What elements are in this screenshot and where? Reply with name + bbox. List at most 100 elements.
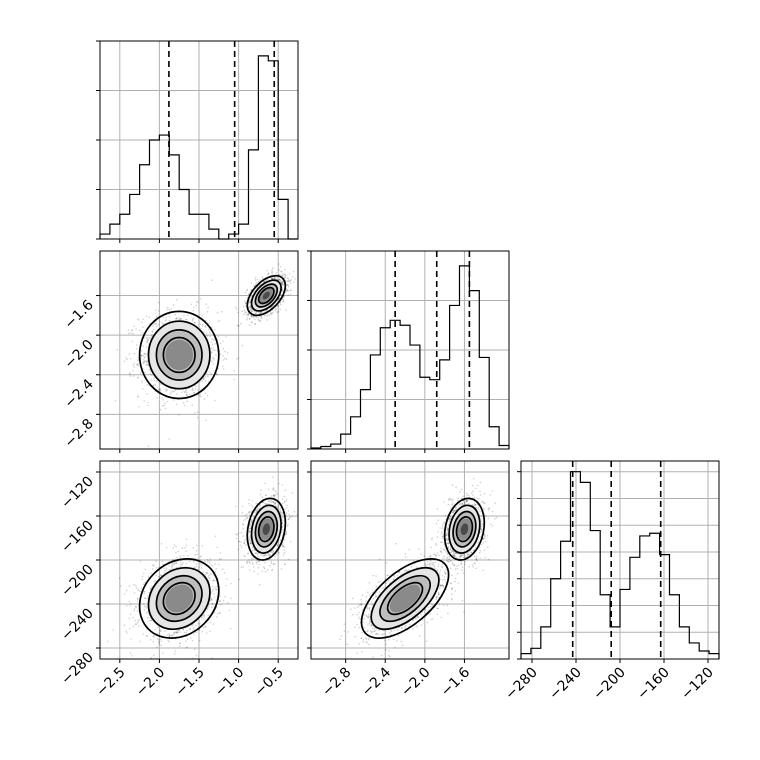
scatter-point xyxy=(269,311,272,313)
scatter-point xyxy=(201,315,204,317)
scatter-point xyxy=(159,388,162,390)
scatter-point xyxy=(148,591,150,594)
scatter-point xyxy=(192,392,195,394)
scatter-point xyxy=(266,569,269,571)
scatter-point xyxy=(166,634,169,636)
scatter-point xyxy=(259,312,261,315)
scatter-point xyxy=(142,359,145,361)
scatter-point xyxy=(147,343,150,345)
scatter-point xyxy=(192,389,194,392)
scatter-point xyxy=(197,623,200,625)
scatter-point xyxy=(237,311,239,314)
scatter-point xyxy=(261,496,264,498)
scatter-point xyxy=(248,307,251,310)
scatter-point xyxy=(259,320,261,323)
scatter-point xyxy=(271,271,273,274)
scatter-point xyxy=(243,309,245,312)
scatter-point xyxy=(137,625,140,627)
scatter-point xyxy=(180,564,182,566)
density-core xyxy=(165,339,194,371)
scatter-point xyxy=(174,631,176,634)
scatter-point xyxy=(209,371,211,374)
scatter-point xyxy=(137,377,139,380)
scatter-point xyxy=(210,351,213,354)
scatter-point xyxy=(185,389,187,391)
scatter-point xyxy=(137,588,139,591)
scatter-point xyxy=(147,404,149,407)
scatter-point xyxy=(196,301,198,304)
scatter-point xyxy=(279,301,282,304)
scatter-point xyxy=(157,389,160,391)
scatter-point xyxy=(143,603,145,605)
scatter-point xyxy=(249,530,251,533)
scatter-point xyxy=(282,516,285,518)
scatter-point xyxy=(211,602,214,605)
scatter-point xyxy=(272,501,275,504)
scatter-point xyxy=(182,628,184,631)
scatter-point xyxy=(276,544,279,547)
scatter-point xyxy=(172,399,175,401)
scatter-point xyxy=(294,278,296,280)
scatter-point xyxy=(141,332,144,334)
scatter-point xyxy=(263,280,266,283)
scatter-point xyxy=(146,361,148,363)
scatter-point xyxy=(246,314,249,317)
scatter-point xyxy=(240,532,243,534)
scatter-point xyxy=(143,356,146,359)
scatter-point xyxy=(133,608,136,610)
scatter-point xyxy=(273,502,276,504)
scatter-point xyxy=(271,568,274,571)
scatter-point xyxy=(285,280,288,282)
scatter-point xyxy=(281,545,284,547)
scatter-point xyxy=(125,589,128,592)
scatter-point xyxy=(203,377,205,379)
scatter-point xyxy=(138,365,140,367)
scatter-point xyxy=(150,572,152,574)
scatter-point xyxy=(225,578,228,580)
scatter-point xyxy=(262,501,264,504)
scatter-point xyxy=(273,494,275,496)
scatter-point xyxy=(236,324,239,327)
scatter-point xyxy=(174,650,176,652)
scatter-point xyxy=(279,279,281,281)
contour-line xyxy=(138,310,220,400)
scatter-point xyxy=(207,561,209,563)
scatter-point xyxy=(141,575,144,578)
scatter-point xyxy=(266,269,269,272)
scatter-point xyxy=(139,372,142,374)
scatter-point xyxy=(272,500,274,503)
scatter-point xyxy=(242,305,245,308)
scatter-point xyxy=(181,391,183,394)
scatter-point xyxy=(249,306,251,308)
scatter-point xyxy=(150,587,152,590)
scatter-point xyxy=(281,484,284,486)
scatter-point xyxy=(274,563,276,565)
scatter-point xyxy=(273,276,276,279)
scatter-point xyxy=(144,355,147,358)
contour-line xyxy=(162,336,196,374)
scatter-point xyxy=(255,316,257,319)
scatter-point xyxy=(214,563,216,566)
scatter-point xyxy=(175,562,177,565)
scatter-point xyxy=(159,320,161,323)
scatter-point xyxy=(219,552,222,554)
scatter-point xyxy=(258,311,260,314)
scatter-point xyxy=(211,356,214,359)
scatter-point xyxy=(277,311,280,313)
scatter-point xyxy=(133,366,136,368)
scatter-point xyxy=(255,311,257,313)
scatter-point xyxy=(145,346,148,349)
scatter-point xyxy=(278,263,280,265)
scatter-point xyxy=(172,304,175,306)
scatter-point xyxy=(197,394,200,397)
scatter-point xyxy=(175,403,178,406)
scatter-point xyxy=(274,307,277,309)
scatter-point xyxy=(210,597,213,600)
scatter-point xyxy=(280,280,282,282)
scatter-point xyxy=(287,284,289,287)
scatter-point xyxy=(212,339,215,341)
scatter-point xyxy=(143,400,145,402)
scatter-point xyxy=(138,329,141,332)
scatter-point xyxy=(193,560,195,563)
